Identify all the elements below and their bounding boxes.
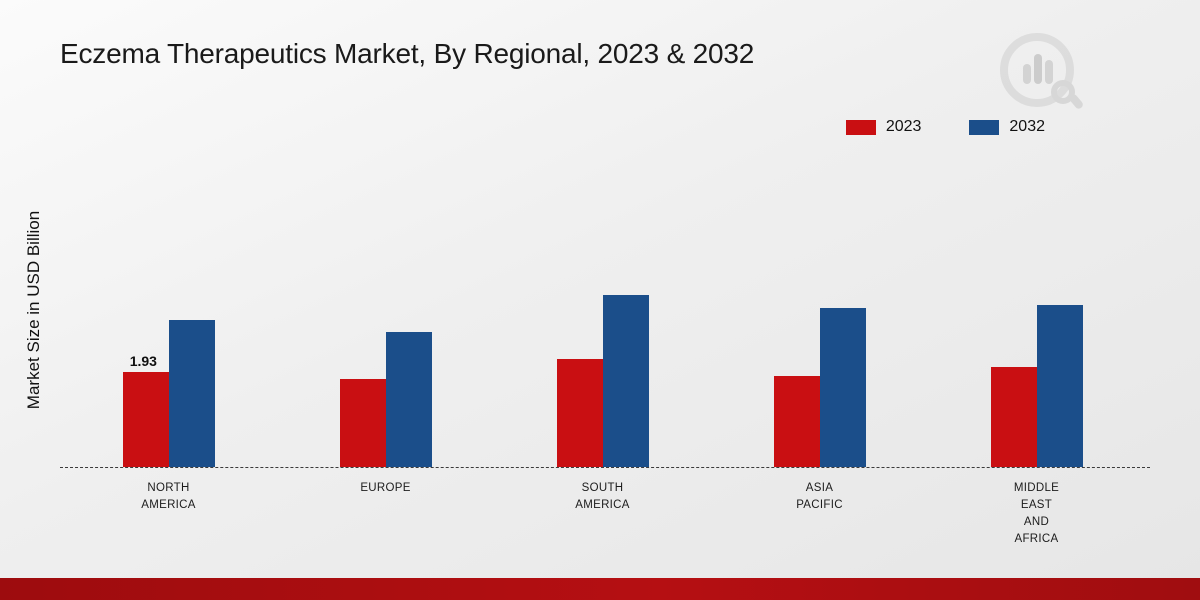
- category-label-europe: EUROPE: [360, 482, 411, 494]
- bar-2023-europe: [339, 379, 386, 467]
- bar-2023-asia-pacific: [773, 376, 820, 467]
- bar-2032-south-america: [602, 295, 649, 467]
- x-axis-baseline: [60, 467, 1150, 468]
- bar-2032-asia-pacific: [819, 308, 866, 467]
- plot-area: 1.93 NORTH AMERICA EUROPE SOUTH AMERICA ASIA…: [60, 160, 1145, 545]
- bar-2023-south-america: [556, 359, 603, 467]
- legend-item-2023: 2023: [845, 118, 922, 136]
- brand-logo: [1000, 33, 1083, 109]
- legend: 2023 2032: [845, 118, 1045, 136]
- legend-swatch-2023: [845, 119, 876, 135]
- category-label-asia-pacific: ASIA PACIFIC: [796, 482, 843, 511]
- bar-2032-north-america: [168, 320, 215, 467]
- bar-group-north-america: 1.93 NORTH AMERICA: [122, 160, 215, 511]
- chart-title: Eczema Therapeutics Market, By Regional,…: [60, 38, 755, 69]
- bar-2023-middle-east-and-africa: [990, 367, 1037, 467]
- legend-item-2032: 2032: [969, 118, 1045, 136]
- data-label-north-america-2023: 1.93: [129, 353, 157, 369]
- legend-swatch-2032: [969, 119, 1000, 135]
- bar-2032-middle-east-and-africa: [1036, 305, 1083, 467]
- bar-group-asia-pacific: ASIA PACIFIC: [773, 160, 866, 511]
- bottom-accent-bar: [0, 578, 1200, 600]
- y-axis-label: Market Size in USD Billion: [24, 210, 43, 410]
- legend-label: 2023: [885, 118, 922, 135]
- category-label-north-america: NORTH AMERICA: [141, 482, 196, 511]
- bar-group-south-america: SOUTH AMERICA: [556, 160, 649, 511]
- category-label-middle-east-and-africa: MIDDLE EAST AND AFRICA: [1013, 482, 1060, 545]
- bar-2023-north-america: 1.93: [122, 353, 169, 467]
- bar-group-middle-east-and-africa: MIDDLE EAST AND AFRICA: [990, 160, 1083, 545]
- legend-label: 2032: [1009, 118, 1045, 135]
- category-label-south-america: SOUTH AMERICA: [575, 482, 630, 511]
- bar-2032-europe: [385, 332, 432, 467]
- bar-group-europe: EUROPE: [339, 160, 432, 494]
